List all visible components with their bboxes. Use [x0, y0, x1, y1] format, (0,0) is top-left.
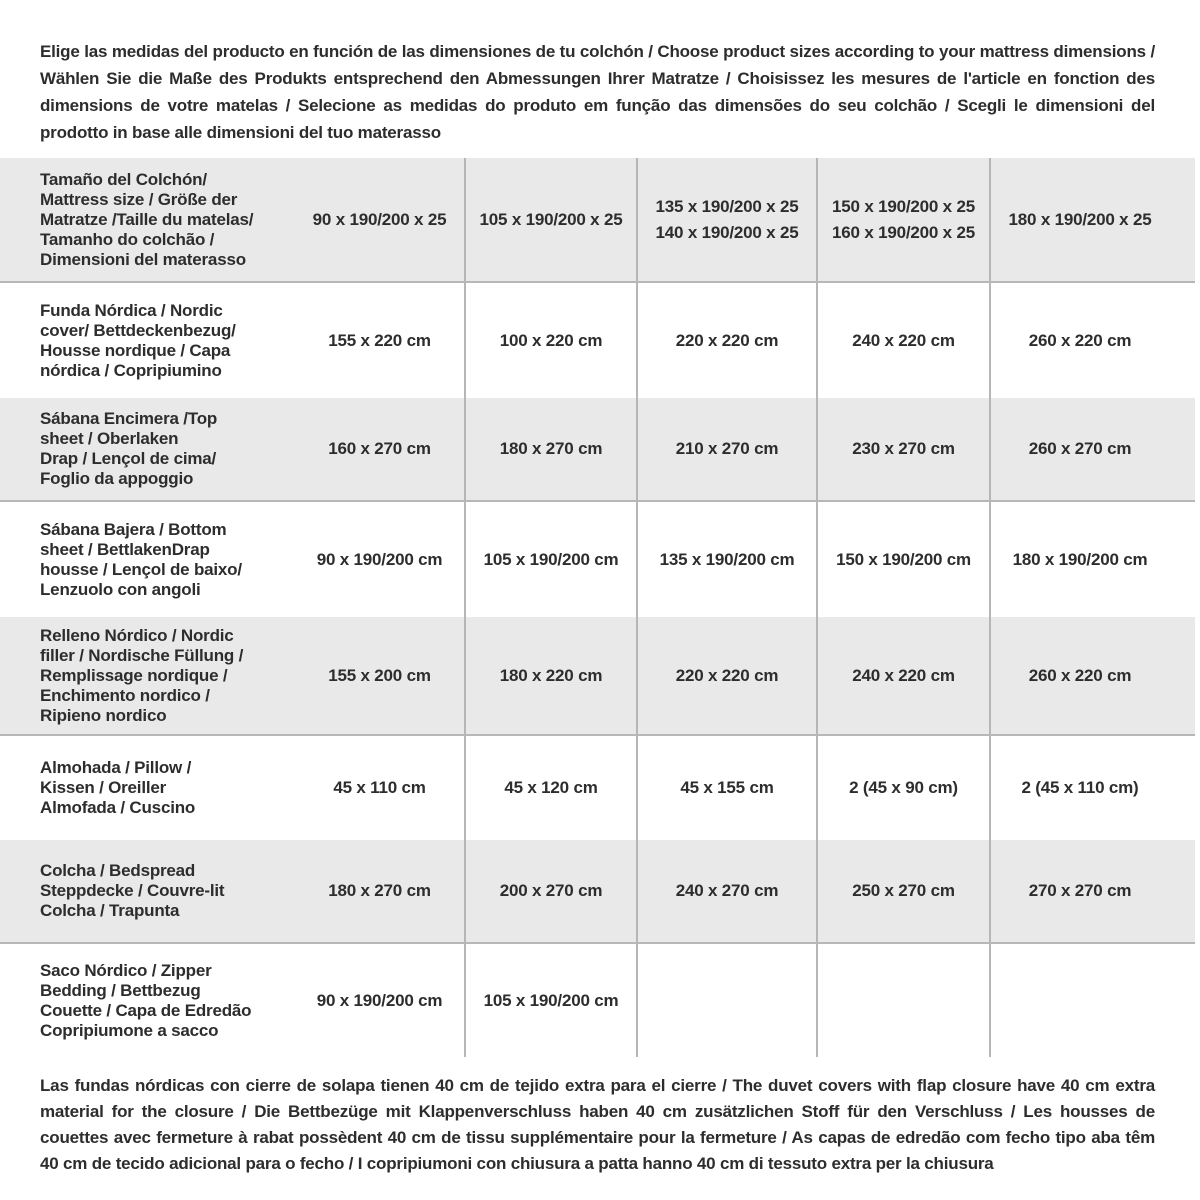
table-row-pillow: Almohada / Pillow / Kissen / Oreiller Al… — [0, 736, 1195, 840]
table-header-row: Tamaño del Colchón/ Mattress size / Größ… — [0, 158, 1195, 283]
size-value: 270 x 270 cm — [1028, 881, 1132, 900]
size-value: 2 (45 x 90 cm) — [818, 736, 991, 840]
size-value: 260 x 220 cm — [1028, 330, 1132, 350]
size-value: 180 x 190/200 x 25 — [1008, 209, 1152, 229]
size-value: 260 x 270 cm — [1028, 439, 1132, 458]
size-value: 260 x 220 cm — [1028, 665, 1132, 685]
size-value: 240 x 220 cm — [818, 617, 991, 734]
size-value: 180 x 220 cm — [466, 617, 638, 734]
row-label: Funda Nórdica / Nordic cover/ Bettdecken… — [40, 300, 236, 380]
row-label: Sábana Encimera /Top sheet / Oberlaken D… — [40, 409, 218, 488]
size-value: 2 (45 x 110 cm) — [1021, 778, 1139, 797]
size-value: 105 x 190/200 x 25 — [466, 158, 638, 281]
size-value: 90 x 190/200 cm — [295, 502, 466, 617]
size-value: 230 x 270 cm — [818, 398, 991, 500]
size-value: 240 x 270 cm — [638, 840, 818, 942]
size-value: 105 x 190/200 cm — [466, 944, 638, 1057]
row-label: Almohada / Pillow / Kissen / Oreiller Al… — [40, 758, 196, 817]
table-row-bottom-sheet: Sábana Bajera / Bottom sheet / Bettlaken… — [0, 502, 1195, 617]
size-value: 150 x 190/200 cm — [818, 502, 991, 617]
row-label: Sábana Bajera / Bottom sheet / Bettlaken… — [40, 519, 242, 599]
size-value: 160 x 270 cm — [295, 398, 466, 500]
size-value: 180 x 270 cm — [295, 840, 466, 942]
size-value: 155 x 220 cm — [295, 283, 466, 398]
footnote-text: Las fundas nórdicas con cierre de solapa… — [40, 1076, 1155, 1173]
size-value: 135 x 190/200 cm — [638, 502, 818, 617]
size-value: 90 x 190/200 x 25 — [295, 158, 466, 281]
row-label: Colcha / Bedspread Steppdecke / Couvre-l… — [40, 861, 225, 920]
size-value: 220 x 220 cm — [638, 617, 818, 734]
size-value: 45 x 110 cm — [295, 736, 466, 840]
size-value — [638, 944, 818, 1057]
size-value: 90 x 190/200 cm — [295, 944, 466, 1057]
size-value: 155 x 200 cm — [295, 617, 466, 734]
table-row-nordic-cover: Funda Nórdica / Nordic cover/ Bettdecken… — [0, 283, 1195, 398]
size-value: 250 x 270 cm — [818, 840, 991, 942]
size-value: 45 x 120 cm — [466, 736, 638, 840]
size-value: 150 x 190/200 x 25 160 x 190/200 x 25 — [818, 158, 991, 281]
row-label: Relleno Nórdico / Nordic filler / Nordis… — [40, 625, 244, 725]
size-value: 240 x 220 cm — [818, 283, 991, 398]
size-value — [991, 944, 1195, 1057]
table-row-top-sheet: Sábana Encimera /Top sheet / Oberlaken D… — [0, 398, 1195, 502]
size-value: 200 x 270 cm — [466, 840, 638, 942]
size-value: 210 x 270 cm — [638, 398, 818, 500]
table-row-bedspread: Colcha / Bedspread Steppdecke / Couvre-l… — [0, 840, 1195, 944]
size-value: 105 x 190/200 cm — [466, 502, 638, 617]
size-value: 220 x 220 cm — [638, 283, 818, 398]
table-row-zipper-bedding: Saco Nórdico / Zipper Bedding / Bettbezu… — [0, 944, 1195, 1057]
size-value: 180 x 190/200 cm — [1012, 549, 1148, 569]
size-value: 45 x 155 cm — [638, 736, 818, 840]
mattress-size-header-label: Tamaño del Colchón/ Mattress size / Größ… — [40, 169, 254, 269]
size-value: 180 x 270 cm — [466, 398, 638, 500]
size-value: 100 x 220 cm — [466, 283, 638, 398]
intro-text: Elige las medidas del producto en funció… — [40, 42, 1155, 142]
size-value: 135 x 190/200 x 25 140 x 190/200 x 25 — [638, 158, 818, 281]
size-table: Tamaño del Colchón/ Mattress size / Größ… — [0, 158, 1195, 1057]
table-row-nordic-filler: Relleno Nórdico / Nordic filler / Nordis… — [0, 617, 1195, 736]
row-label: Saco Nórdico / Zipper Bedding / Bettbezu… — [40, 960, 252, 1040]
size-value — [818, 944, 991, 1057]
